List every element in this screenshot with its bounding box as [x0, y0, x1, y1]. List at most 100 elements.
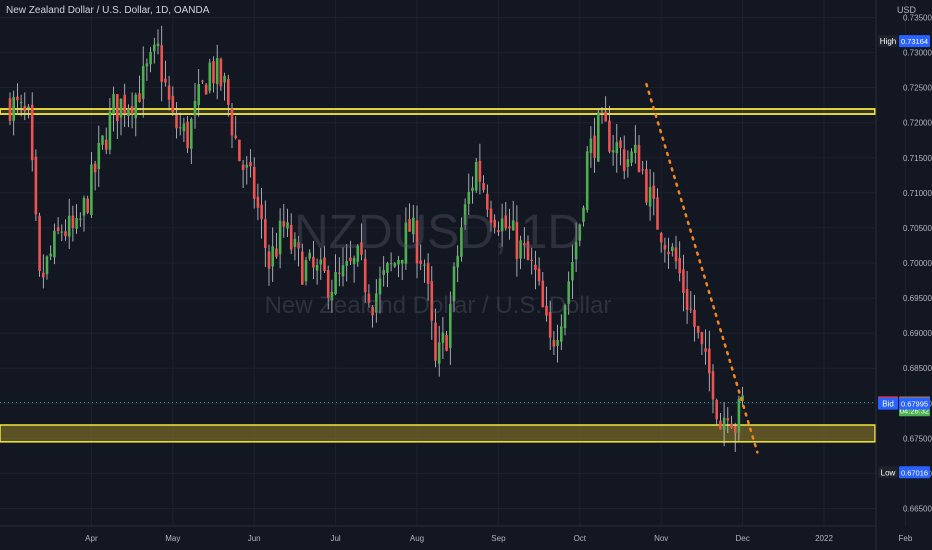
candle-body: [497, 230, 500, 233]
candle-body: [30, 104, 34, 161]
candle-body: [127, 108, 130, 117]
candle-body: [722, 417, 726, 431]
candle-body: [75, 217, 78, 229]
annotation-lines[interactable]: [0, 82, 876, 454]
candle-body: [82, 197, 86, 216]
candle-body: [585, 151, 589, 210]
candle-body: [19, 102, 23, 104]
candle-body: [134, 94, 138, 119]
candle-body: [534, 264, 537, 271]
candle-body: [430, 281, 434, 321]
candle-body: [541, 280, 545, 308]
candle-body: [116, 94, 119, 122]
price-label-tag-bg: [878, 466, 898, 479]
candle-body: [382, 270, 385, 275]
candle-body: [156, 43, 160, 47]
candle-body: [689, 308, 693, 310]
candle-body: [204, 84, 208, 95]
candle-body: [567, 281, 570, 304]
candle-body: [733, 426, 737, 433]
candle-body: [530, 259, 533, 261]
candle-body: [104, 139, 108, 150]
candle-body: [682, 269, 685, 294]
price-tick-label: 0.66500: [903, 504, 932, 513]
candle-body: [415, 220, 419, 264]
candle-body: [671, 246, 674, 252]
candle-body: [42, 272, 45, 278]
candle-body: [486, 193, 489, 210]
candle-body: [685, 289, 689, 310]
candle-body: [408, 219, 411, 232]
candle-body: [696, 325, 700, 333]
candle-body: [160, 45, 163, 82]
candle-body: [467, 191, 471, 204]
candle-body: [49, 253, 52, 257]
time-tick-label: Sep: [491, 534, 506, 543]
candle-body: [260, 204, 263, 220]
candle-body: [138, 93, 141, 102]
candle-body: [208, 62, 212, 91]
candle-body: [315, 265, 319, 271]
price-axis[interactable]: 0.73500 0.73000 0.72500 0.72000 0.71500 0.710…: [903, 14, 932, 514]
price-label: High 0.73164: [878, 35, 930, 48]
candle-body: [478, 160, 482, 182]
candle-body: [101, 135, 104, 145]
price-tick-label: 0.71500: [903, 154, 932, 163]
candle-body: [630, 151, 633, 163]
candle-body: [267, 251, 271, 269]
candle-body: [589, 138, 593, 154]
resistance-zone[interactable]: [0, 108, 876, 115]
candle-body: [86, 198, 89, 213]
candle-body: [119, 98, 123, 118]
candle-body: [282, 221, 286, 227]
candle-body: [463, 204, 467, 225]
candle-body: [241, 164, 245, 170]
candle-body: [645, 169, 648, 203]
candle-body: [563, 305, 567, 329]
candle-body: [53, 230, 56, 258]
candle-body: [286, 222, 289, 229]
candle-body: [227, 78, 230, 105]
candle-body: [608, 120, 611, 152]
candle-body: [393, 263, 397, 267]
annotation-zones[interactable]: [0, 108, 876, 443]
candle-body: [293, 238, 297, 247]
candle-body: [378, 278, 382, 295]
candle-body: [23, 105, 27, 111]
candle-body: [648, 187, 652, 207]
candle-body: [397, 259, 400, 265]
candle-body: [400, 259, 404, 264]
candle-body: [345, 261, 348, 266]
candle-body: [230, 108, 234, 136]
candle-body: [234, 135, 237, 139]
candle-body: [215, 58, 219, 85]
candle-body: [71, 215, 75, 229]
candle-body: [256, 196, 260, 208]
time-tick-label: Jul: [330, 534, 340, 543]
candle-body: [674, 247, 678, 262]
candle-body: [367, 293, 371, 304]
price-tick-label: 0.70500: [903, 224, 932, 233]
price-labels: High0.73164Ask0.680130.6800404:26:32Bid0…: [878, 35, 930, 479]
candle-body: [182, 123, 186, 132]
candle-body: [45, 256, 49, 275]
candle-body: [297, 242, 300, 249]
support-zone[interactable]: [0, 424, 876, 443]
time-axis[interactable]: Apr May Jun Jul Aug Sep Oct Nov Dec 2022 Feb: [85, 534, 913, 543]
candle-body: [386, 263, 389, 273]
candle-body: [604, 111, 607, 122]
downtrend-line[interactable]: [645, 82, 759, 454]
candle-body: [308, 252, 311, 259]
candle-body: [597, 112, 600, 162]
candle-body: [482, 183, 485, 191]
candle-body: [711, 371, 715, 400]
candle-body: [659, 233, 663, 243]
candle-body: [97, 142, 101, 170]
candle-body: [471, 187, 474, 192]
candle-body: [153, 44, 156, 52]
candle-body: [193, 100, 197, 116]
price-label-tag: Low: [881, 468, 896, 477]
candle-body: [700, 332, 704, 345]
candle-body: [437, 342, 441, 364]
